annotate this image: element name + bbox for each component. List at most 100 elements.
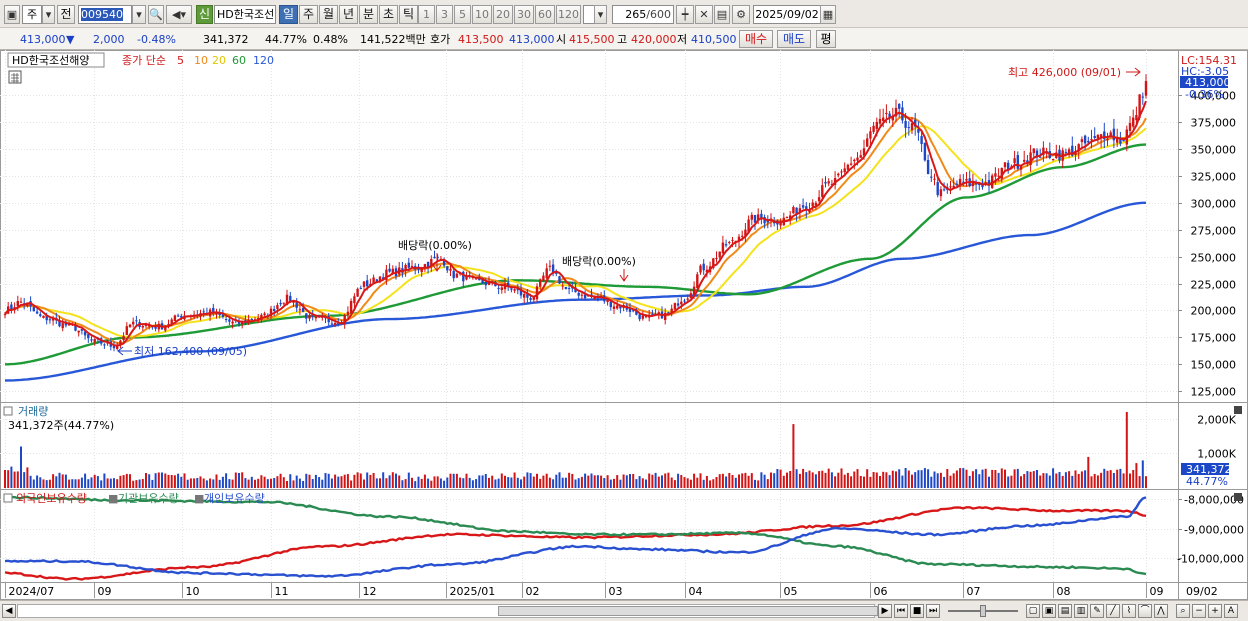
- layout-icon-3[interactable]: ▤: [1058, 604, 1072, 618]
- buy-button[interactable]: 매수: [739, 30, 773, 48]
- x-tick-label: 05: [784, 585, 798, 598]
- interval-10[interactable]: 10: [472, 5, 492, 24]
- period-minute[interactable]: 분: [359, 5, 378, 24]
- interval-120[interactable]: 120: [556, 5, 581, 24]
- layout-icon-1[interactable]: ▢: [1026, 604, 1040, 618]
- period-tick[interactable]: 틱: [399, 5, 418, 24]
- volume-bar: [1045, 473, 1048, 488]
- candle-body: [404, 264, 407, 271]
- candle-body: [141, 326, 144, 328]
- layout-icon-4[interactable]: ▥: [1074, 604, 1088, 618]
- main-toolbar: ▣ 주 ▾ 전 009540 ▾ 🔍 ◀▾ 신 HD한국조선 일 주 월 년 분…: [0, 0, 1248, 28]
- candle-body: [116, 345, 119, 349]
- chart-area[interactable]: 400,000 375,000 350,000 325,000 300,000 275,0…: [0, 50, 1248, 600]
- candle-body: [962, 181, 965, 183]
- date-field[interactable]: 2025/09/02: [753, 5, 821, 24]
- volume-close-icon[interactable]: [1234, 406, 1242, 414]
- period-week[interactable]: 주: [299, 5, 318, 24]
- count-field[interactable]: 265/600: [612, 5, 674, 24]
- candle-body: [1035, 150, 1039, 158]
- market-dropdown-icon[interactable]: ▾: [42, 5, 55, 24]
- market-select[interactable]: 주: [22, 5, 42, 24]
- interval-1[interactable]: 1: [418, 5, 435, 24]
- speaker-icon[interactable]: ◀▾: [166, 5, 192, 24]
- interval-30[interactable]: 30: [514, 5, 534, 24]
- draw-icon-1[interactable]: ✎: [1090, 604, 1104, 618]
- period-year[interactable]: 년: [339, 5, 358, 24]
- volume-bar: [388, 475, 391, 488]
- volume-bar: [1132, 470, 1135, 488]
- volume-bar: [840, 468, 843, 488]
- volume-bar: [988, 476, 990, 488]
- lc-label: LC:154.31: [1181, 54, 1237, 67]
- stock-chart-svg[interactable]: 400,000 375,000 350,000 325,000 300,000 275,0…: [0, 50, 1248, 600]
- holdings-close-icon[interactable]: [1234, 493, 1242, 501]
- candle-type-icon[interactable]: ┿: [676, 5, 694, 24]
- stop-icon[interactable]: ■: [910, 604, 924, 618]
- scroll-thumb[interactable]: [498, 606, 878, 616]
- gear-icon[interactable]: ⚙: [732, 5, 750, 24]
- zoom-icon[interactable]: ⌕: [1176, 604, 1190, 618]
- auto-icon[interactable]: A: [1224, 604, 1238, 618]
- volume-bar: [4, 470, 6, 488]
- low-arrow-icon: [117, 346, 132, 356]
- avg-button[interactable]: 평: [816, 30, 836, 48]
- period-month[interactable]: 월: [319, 5, 338, 24]
- last-icon[interactable]: ⏭: [926, 604, 940, 618]
- table-icon[interactable]: [8, 70, 22, 84]
- volume-bar: [994, 470, 997, 488]
- draw-icon-4[interactable]: ⌒: [1138, 604, 1152, 618]
- volume-bar: [468, 477, 471, 488]
- scroll-left-icon[interactable]: ◀: [2, 604, 16, 618]
- ma60-line: [5, 143, 1147, 366]
- interval-label: 120: [558, 8, 579, 21]
- interval-20[interactable]: 20: [493, 5, 513, 24]
- code-dropdown-icon[interactable]: ▾: [132, 5, 146, 24]
- volume-bar: [577, 478, 580, 488]
- interval-label: 60: [538, 8, 552, 21]
- period-second[interactable]: 초: [379, 5, 398, 24]
- volume-bar: [1023, 474, 1026, 488]
- save-icon[interactable]: ▤: [714, 5, 730, 24]
- scroll-right-icon[interactable]: ▶: [878, 604, 892, 618]
- crosshair-icon[interactable]: ✕: [695, 5, 713, 24]
- candle-body: [753, 215, 757, 223]
- volume-bar: [385, 478, 388, 488]
- interval-dropdown-icon[interactable]: ▾: [594, 5, 607, 24]
- candle-body: [1116, 138, 1119, 143]
- volume-bar: [353, 474, 356, 488]
- candle-body: [391, 268, 394, 273]
- zoom-slider-handle[interactable]: [980, 605, 986, 617]
- volume-bar: [1058, 472, 1061, 488]
- first-icon[interactable]: ⏮: [894, 604, 908, 618]
- interval-3[interactable]: 3: [436, 5, 453, 24]
- zoom-in-icon[interactable]: +: [1208, 604, 1222, 618]
- prev-button[interactable]: 전: [57, 5, 75, 24]
- draw-icon-3[interactable]: ⌇: [1122, 604, 1136, 618]
- period-label: 초: [382, 7, 395, 21]
- volume-bar: [927, 469, 930, 488]
- interval-60[interactable]: 60: [535, 5, 555, 24]
- candle-body: [699, 265, 702, 273]
- window-menu-icon[interactable]: ▣: [4, 5, 20, 24]
- candle-body: [16, 301, 19, 307]
- layout-icon-2[interactable]: ▣: [1042, 604, 1056, 618]
- draw-icon-5[interactable]: ⋀: [1154, 604, 1168, 618]
- stock-name-field[interactable]: HD한국조선: [214, 5, 276, 24]
- volume-bar: [920, 470, 923, 488]
- period-day[interactable]: 일: [279, 5, 298, 24]
- sell-button[interactable]: 매도: [777, 30, 811, 48]
- candle-body: [442, 259, 446, 266]
- volume-bar: [132, 480, 135, 488]
- candle-body: [1029, 152, 1032, 165]
- code-input[interactable]: 009540: [78, 5, 132, 24]
- search-icon[interactable]: 🔍: [148, 5, 164, 24]
- scroll-track[interactable]: [17, 604, 878, 618]
- draw-icon-2[interactable]: ╱: [1106, 604, 1120, 618]
- candle-body: [64, 323, 68, 326]
- candle-body: [638, 314, 641, 320]
- calendar-icon[interactable]: ▦: [820, 5, 836, 24]
- holdings-tick-label: -10,000,000: [1177, 553, 1244, 566]
- interval-5[interactable]: 5: [454, 5, 471, 24]
- zoom-out-icon[interactable]: −: [1192, 604, 1206, 618]
